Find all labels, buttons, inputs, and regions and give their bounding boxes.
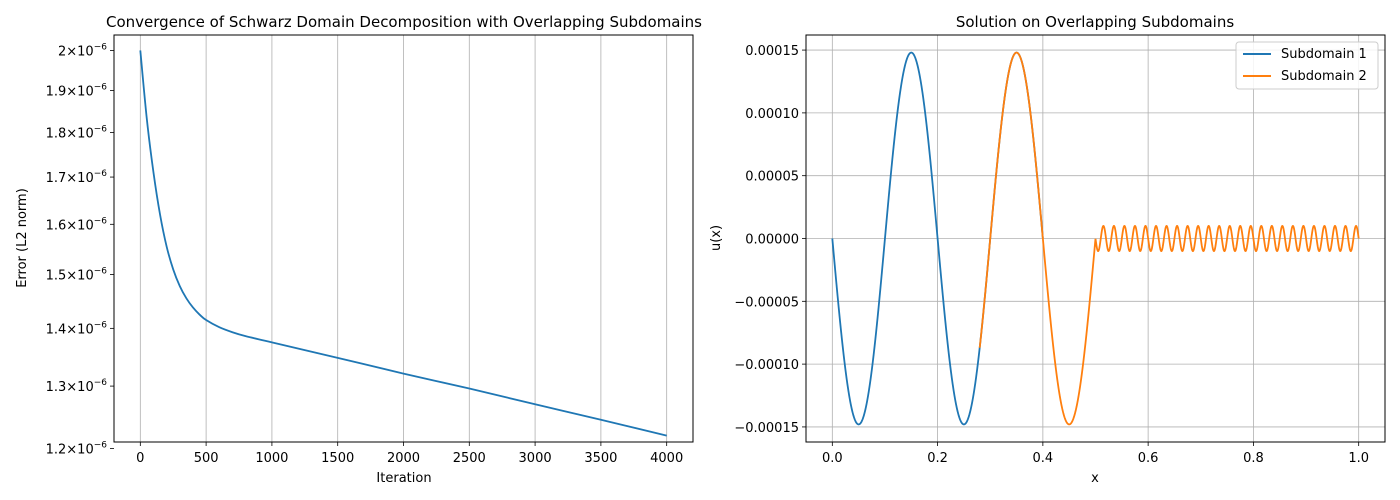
convergence-chart: Convergence of Schwarz Domain Decomposit… [15,13,702,486]
solution-x-tick-label: 0.8 [1243,451,1264,466]
legend-label-subdomain-1: Subdomain 1 [1281,47,1367,62]
convergence-x-ticks: 0 500 1000 1500 2000 2500 3000 3500 4000 [136,442,683,466]
convergence-gridlines [139,35,668,442]
solution-x-tick-label: 0.6 [1138,451,1159,466]
convergence-y-tick-label: 1.9×10−6 [46,82,108,99]
convergence-y-tick-label: 1.8×10−6 [46,125,108,142]
convergence-x-tick-label: 0 [136,451,144,466]
solution-x-tick-label: 0.4 [1033,451,1054,466]
convergence-x-tick-label: 1500 [321,451,354,466]
convergence-x-tick-label: 3000 [519,451,552,466]
solution-chart: Solution on Overlapping Subdomains 0.0 0.… [709,13,1386,486]
convergence-y-tick-label: 1.3×10−6 [46,378,108,395]
solution-y-tick-label: −0.00010 [734,358,799,373]
solution-series-line [978,51,1360,426]
convergence-x-tick-label: 2500 [453,451,486,466]
solution-x-label: x [1091,471,1099,486]
solution-y-tick-label: −0.00005 [734,295,799,310]
legend-box [1235,41,1379,90]
solution-x-tick-label: 0.2 [927,451,948,466]
solution-x-tick-label: 1.0 [1348,451,1369,466]
convergence-series-line [139,50,667,437]
solution-gridlines [806,35,1385,442]
solution-y-label: u(x) [709,225,724,251]
convergence-x-label: Iteration [376,471,431,486]
convergence-y-tick-label: 1.4×10−6 [46,320,108,337]
convergence-x-tick-label: 3500 [584,451,617,466]
solution-chart-title: Solution on Overlapping Subdomains [956,13,1234,31]
solution-x-ticks: 0.0 0.2 0.4 0.6 0.8 1.0 [822,442,1369,466]
legend-label-subdomain-2: Subdomain 2 [1281,69,1367,84]
convergence-y-tick-label: 1.5×10−6 [46,267,108,284]
solution-y-tick-label: −0.00015 [734,421,799,436]
convergence-y-tick-label: 2×10−6 [58,42,107,59]
convergence-x-tick-label: 2000 [387,451,420,466]
convergence-y-tick-label: 1.2×10−6 [46,440,108,457]
solution-y-tick-label: 0.00005 [745,170,799,185]
solution-y-ticks: 0.00015 0.00010 0.00005 0.00000 −0.00005 −0.0… [734,44,806,436]
convergence-y-ticks: 2×10−6 1.9×10−6 1.8×10−6 1.7×10−6 1.6×10−6 1.… [46,42,114,457]
convergence-x-tick-label: 500 [194,451,219,466]
convergence-x-tick-label: 1000 [255,451,288,466]
convergence-chart-title: Convergence of Schwarz Domain Decomposit… [106,13,702,31]
convergence-y-tick-label: 1.7×10−6 [46,169,108,186]
convergence-y-label: Error (L2 norm) [15,188,30,288]
solution-legend: Subdomain 1 Subdomain 2 [1235,41,1379,90]
solution-y-tick-label: 0.00015 [745,44,799,59]
solution-y-tick-label: 0.00000 [745,233,799,248]
solution-lines [831,51,1360,426]
solution-y-tick-label: 0.00010 [745,107,799,122]
convergence-x-tick-label: 4000 [650,451,683,466]
solution-x-tick-label: 0.0 [822,451,843,466]
convergence-y-tick-label: 1.6×10−6 [46,216,108,233]
convergence-lines [139,50,667,437]
